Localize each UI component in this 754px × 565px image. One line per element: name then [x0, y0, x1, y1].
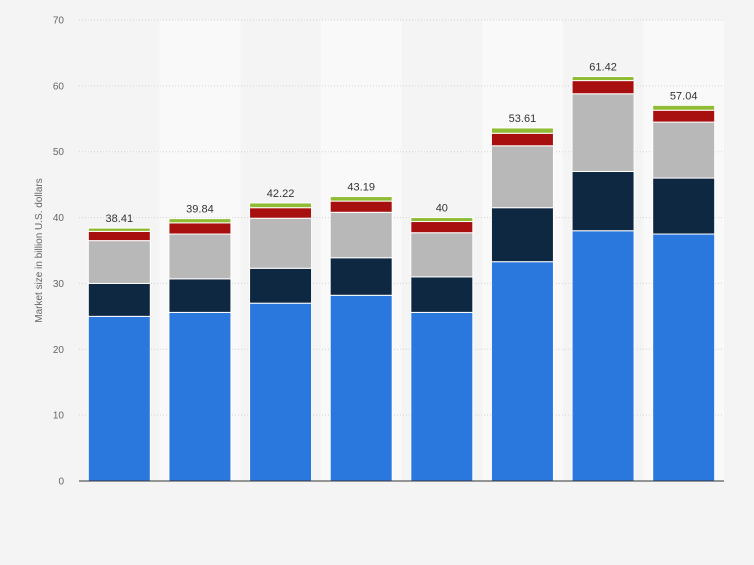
bar-segment-series-4[interactable] [329, 200, 393, 213]
bar-segment-series-5[interactable] [410, 217, 474, 223]
bar-segment-series-2[interactable] [410, 276, 474, 313]
y-tick-label: 10 [53, 411, 65, 422]
bar-segment-series-4[interactable] [571, 80, 635, 95]
bar-segment-series-2[interactable] [168, 278, 232, 313]
bar-segment-series-1[interactable] [652, 233, 716, 482]
bar-segment-series-2[interactable] [249, 267, 313, 304]
bar-segment-series-1[interactable] [490, 261, 554, 482]
y-tick-label: 0 [58, 477, 64, 488]
bar-segment-series-3[interactable] [168, 233, 232, 280]
y-tick-label: 60 [53, 81, 65, 92]
y-axis-title: Market size in billion U.S. dollars [34, 178, 45, 323]
bar-segment-series-1[interactable] [571, 230, 635, 482]
total-value-label: 57.04 [670, 90, 698, 102]
total-value-label: 40 [436, 203, 448, 215]
bar-segment-series-1[interactable] [249, 302, 313, 482]
bar-segment-series-2[interactable] [571, 170, 635, 232]
y-axis: 0 10 20 30 40 50 60 70 [53, 16, 724, 488]
bar-segment-series-4[interactable] [249, 207, 313, 219]
bar-segment-series-4[interactable] [168, 222, 232, 235]
bar-segment-series-1[interactable] [168, 311, 232, 482]
y-tick-label: 70 [53, 16, 65, 27]
total-value-label: 38.41 [106, 213, 134, 225]
bar-segment-series-1[interactable] [87, 315, 151, 482]
bar-segment-series-3[interactable] [87, 240, 151, 284]
bar-segment-series-4[interactable] [410, 221, 474, 234]
bar-segment-series-2[interactable] [329, 257, 393, 296]
bar-segment-series-4[interactable] [652, 109, 716, 123]
bar-segment-series-3[interactable] [329, 211, 393, 259]
bar-segment-series-5[interactable] [329, 196, 393, 202]
bar-segment-series-5[interactable] [652, 104, 716, 111]
y-tick-label: 30 [53, 279, 65, 290]
total-value-label: 39.84 [186, 204, 214, 216]
bar-segment-series-5[interactable] [87, 227, 151, 232]
bar-segment-series-3[interactable] [490, 145, 554, 209]
bar-segment-series-4[interactable] [87, 230, 151, 242]
bar-segment-series-5[interactable] [490, 127, 554, 134]
bar-segment-series-2[interactable] [87, 282, 151, 317]
bar-segment-series-5[interactable] [571, 76, 635, 82]
bar-segment-series-3[interactable] [410, 232, 474, 278]
bar-segment-series-2[interactable] [490, 207, 554, 263]
total-labels: 38.41 39.84 42.22 43.19 40 53.61 61.42 57.04 [106, 62, 698, 226]
total-value-label: 43.19 [347, 182, 375, 194]
bar-segment-series-3[interactable] [571, 93, 635, 172]
bar-segment-series-3[interactable] [249, 217, 313, 269]
total-value-label: 42.22 [267, 188, 295, 200]
y-tick-label: 50 [53, 147, 65, 158]
total-value-label: 61.42 [589, 62, 617, 74]
bar-segment-series-4[interactable] [490, 132, 554, 147]
bar-segment-series-5[interactable] [168, 218, 232, 224]
bars [87, 76, 716, 482]
bar-segment-series-2[interactable] [652, 177, 716, 235]
bar-segment-series-1[interactable] [410, 311, 474, 482]
bar-segment-series-1[interactable] [329, 294, 393, 482]
y-tick-label: 40 [53, 213, 65, 224]
y-tick-label: 20 [53, 345, 65, 356]
bar-segment-series-5[interactable] [249, 202, 313, 209]
total-value-label: 53.61 [509, 113, 537, 125]
bar-segment-series-3[interactable] [652, 121, 716, 179]
